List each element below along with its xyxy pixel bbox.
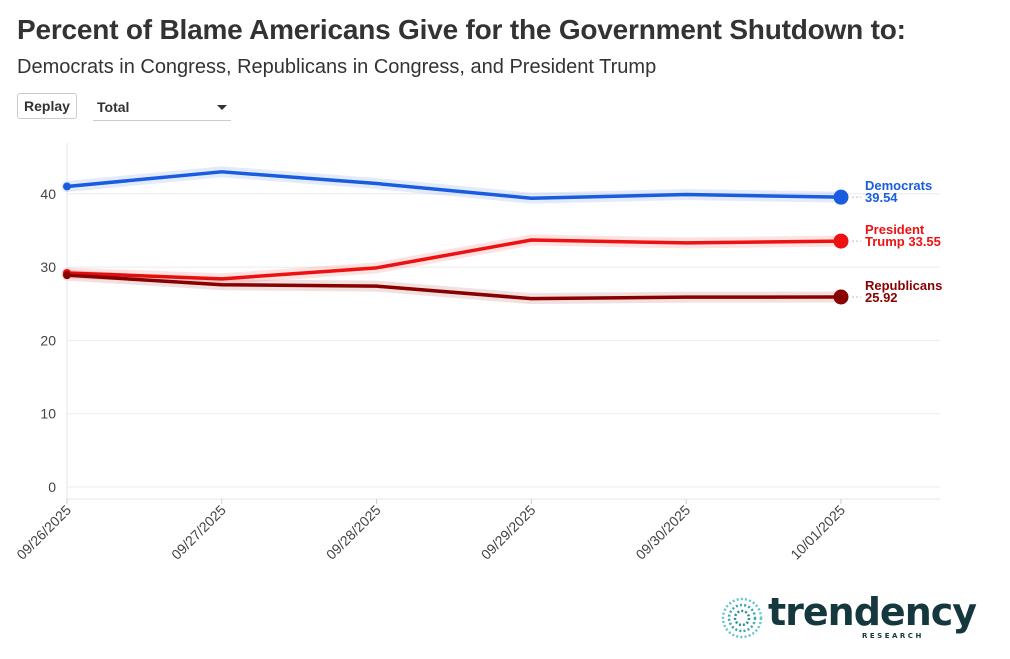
y-tick-label: 10 xyxy=(40,406,56,422)
series-start-point xyxy=(63,182,71,191)
series-end-label-line: Democrats xyxy=(865,178,932,193)
filter-select[interactable]: Total xyxy=(93,93,231,121)
series-line xyxy=(65,170,843,200)
series-end-point xyxy=(833,189,849,205)
series-end-label-line: Trump 33.55 xyxy=(865,234,941,249)
series-end-label: Republicans 25.92 xyxy=(865,278,942,305)
x-tick-label: 09/27/2025 xyxy=(168,502,229,563)
logo-tagline: RESEARCH xyxy=(862,632,924,640)
y-tick-label: 0 xyxy=(48,479,56,495)
chevron-down-icon xyxy=(217,105,227,110)
line-chart: 0 10 20 30 40 09/26/2025 09/27/2025 09/28/2025 0… xyxy=(13,143,942,563)
x-tick-label: 10/01/2025 xyxy=(787,502,848,563)
series-start-point xyxy=(63,271,71,280)
series-end-label-line: 25.92 xyxy=(865,290,898,305)
series-end-label-line: Republicans xyxy=(865,278,942,293)
x-tick-label: 09/29/2025 xyxy=(478,502,539,563)
chart-subtitle: Democrats in Congress, Republicans in Co… xyxy=(17,56,657,78)
series-end-point xyxy=(833,289,849,305)
y-tick-label: 30 xyxy=(40,259,56,275)
y-tick-label: 40 xyxy=(40,186,56,202)
series-line xyxy=(65,238,843,281)
x-tick-label: 09/30/2025 xyxy=(632,502,693,563)
y-tick-label: 20 xyxy=(40,332,56,348)
x-tick-label: 09/28/2025 xyxy=(323,502,384,563)
series-end-point xyxy=(833,233,849,249)
chart-title: Percent of Blame Americans Give for the … xyxy=(17,14,906,45)
series-end-label-line: 39.54 xyxy=(865,190,898,205)
filter-select-value: Total xyxy=(97,99,130,115)
logo-wordmark: trendency xyxy=(768,590,977,634)
series-halo xyxy=(61,234,847,285)
trendency-logo: trendency RESEARCH xyxy=(720,590,977,644)
series-line xyxy=(65,273,843,301)
series-halo xyxy=(61,269,847,305)
x-tick-label: 09/26/2025 xyxy=(13,502,74,563)
series-end-label: Democrats 39.54 xyxy=(865,178,932,205)
logo-mark-icon xyxy=(721,597,763,639)
series-end-label: President Trump 33.55 xyxy=(865,222,941,249)
replay-button[interactable]: Replay xyxy=(17,93,77,119)
series-end-label-line: President xyxy=(865,222,925,237)
